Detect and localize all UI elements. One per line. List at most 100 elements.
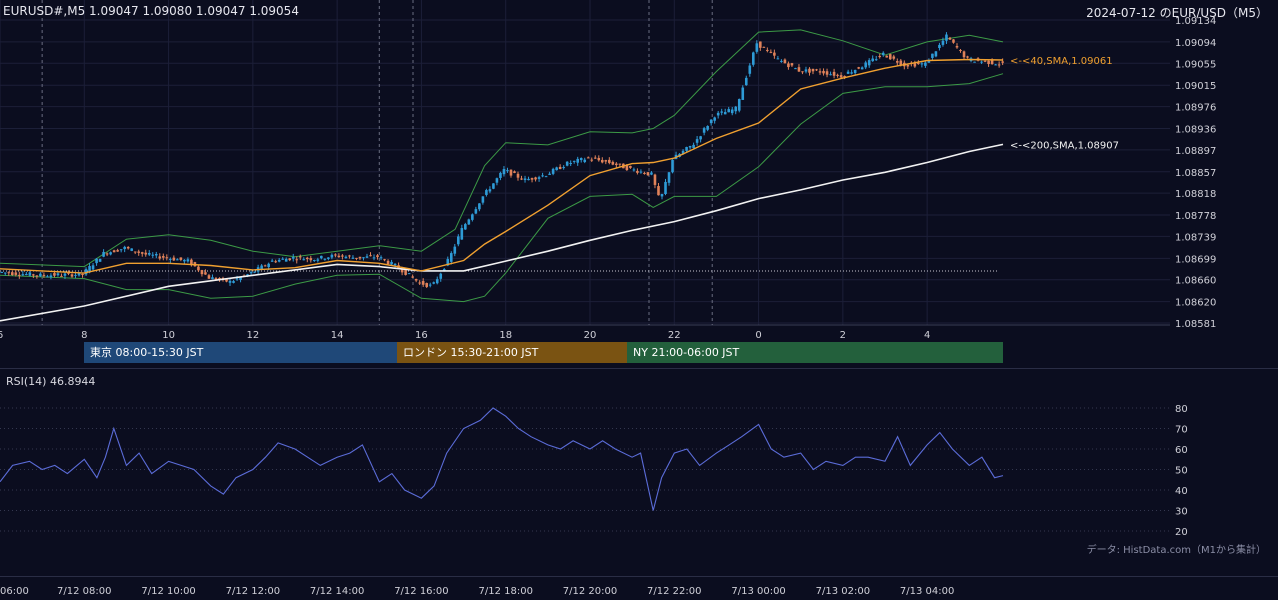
candle-body xyxy=(938,44,941,49)
candle-body xyxy=(207,275,211,279)
rsi-time-axis: 06:00 7/12 08:00 7/12 10:00 7/12 12:00 7/12 … xyxy=(0,586,954,597)
candle-body xyxy=(850,72,853,74)
candle-body xyxy=(239,277,242,280)
candle-body xyxy=(780,60,783,62)
sma40-label: <-<40,SMA,1.09061 xyxy=(1010,56,1113,67)
rsi-axis: 80 70 60 50 40 30 20 xyxy=(1175,404,1188,538)
candle-body xyxy=(291,257,295,259)
candle-body xyxy=(481,196,485,203)
candle-body xyxy=(692,144,695,148)
candle-body xyxy=(253,271,256,273)
candle-body xyxy=(183,259,186,262)
candle-body xyxy=(664,181,667,194)
candle-body xyxy=(154,254,158,256)
symbol-info: EURUSD#,M5 1.09047 1.09080 1.09047 1.090… xyxy=(3,4,299,18)
candle-body xyxy=(67,272,70,274)
candle-body xyxy=(197,266,200,271)
candle-body xyxy=(576,158,580,163)
candle-body xyxy=(214,278,218,280)
candle-body xyxy=(660,194,664,197)
rsi-tick-label: 80 xyxy=(1175,404,1188,415)
candle-body xyxy=(21,274,25,276)
candle-body xyxy=(295,259,299,261)
candle-body xyxy=(313,260,316,262)
candle-body xyxy=(316,259,320,261)
candle-body xyxy=(460,228,464,240)
rsi-tick-label: 70 xyxy=(1175,425,1188,436)
candle-body xyxy=(358,256,362,259)
candle-body xyxy=(709,119,713,124)
candle-body xyxy=(10,272,14,275)
price-tick-label: 1.08699 xyxy=(1175,254,1216,265)
candle-body xyxy=(383,259,386,261)
sma200-line xyxy=(0,143,1004,322)
candle-body xyxy=(544,176,548,178)
candle-body xyxy=(797,67,801,72)
candle-body xyxy=(84,269,88,275)
candle-body xyxy=(91,265,95,270)
candle-body xyxy=(28,272,32,276)
candle-body xyxy=(530,178,534,180)
candle-body xyxy=(962,51,966,58)
candle-body xyxy=(186,259,190,262)
candle-body xyxy=(495,178,499,183)
candle-body xyxy=(790,63,794,66)
candle-body xyxy=(386,260,390,264)
candle-body xyxy=(471,214,474,220)
candle-body xyxy=(534,177,537,180)
candle-body xyxy=(952,39,955,43)
candle-body xyxy=(348,255,351,257)
candle-body xyxy=(235,278,239,280)
candle-body xyxy=(980,61,983,63)
candle-body xyxy=(815,69,818,71)
session-london: ロンドン 15:30-21:00 JST xyxy=(397,342,627,363)
candle-body xyxy=(808,68,811,73)
candle-body xyxy=(973,61,976,63)
candle-body xyxy=(428,284,432,286)
candle-body xyxy=(857,67,860,69)
candle-body xyxy=(713,117,716,121)
candle-body xyxy=(365,256,369,258)
price-tick-label: 1.09015 xyxy=(1175,81,1216,92)
candle-body xyxy=(418,282,421,284)
candle-body xyxy=(565,161,569,166)
candle-body xyxy=(49,275,53,278)
candle-body xyxy=(478,203,481,210)
candle-body xyxy=(81,273,84,275)
candle-body xyxy=(407,273,411,275)
rsi-time-tick-label: 7/13 02:00 xyxy=(816,586,870,597)
rsi-time-tick-label: 7/13 04:00 xyxy=(900,586,954,597)
candle-body xyxy=(284,258,288,262)
candle-body xyxy=(537,177,541,179)
bollinger-bands xyxy=(0,29,1004,303)
candle-body xyxy=(464,224,467,230)
rsi-tick-label: 40 xyxy=(1175,486,1188,497)
candle-body xyxy=(562,167,565,169)
candle-body xyxy=(955,46,959,48)
candle-body xyxy=(281,258,285,260)
candle-body xyxy=(706,126,709,130)
price-tick-label: 1.09134 xyxy=(1175,16,1216,27)
candle-body xyxy=(913,63,917,67)
candlestick-series xyxy=(0,32,1004,289)
candle-body xyxy=(439,273,443,279)
time-tick-label: 4 xyxy=(924,330,930,341)
rsi-time-tick-label: 7/13 00:00 xyxy=(731,586,785,597)
candle-body xyxy=(994,64,997,66)
candle-body xyxy=(414,278,418,281)
candle-body xyxy=(260,265,263,270)
candle-body xyxy=(541,175,544,177)
candle-body xyxy=(801,71,804,73)
candle-body xyxy=(917,63,920,65)
candle-body xyxy=(569,163,572,165)
candle-body xyxy=(987,60,990,65)
candle-body xyxy=(822,70,825,74)
candle-body xyxy=(888,54,892,60)
rsi-time-tick-label: 7/12 20:00 xyxy=(563,586,617,597)
candle-body xyxy=(492,183,495,189)
time-tick-label: 16 xyxy=(415,330,428,341)
rsi-time-tick-label: 7/12 08:00 xyxy=(57,586,111,597)
price-tick-label: 1.08818 xyxy=(1175,189,1216,200)
candle-body xyxy=(583,159,587,162)
candle-body xyxy=(344,256,348,259)
